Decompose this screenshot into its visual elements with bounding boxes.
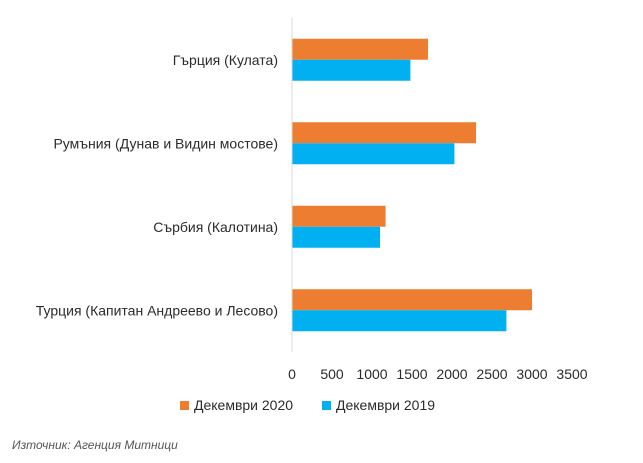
- bar-dec-2020-3: [292, 289, 532, 311]
- x-tick-label: 2000: [436, 366, 467, 382]
- bar-dec-2019-3: [292, 310, 507, 332]
- bar-dec-2020-0: [292, 38, 428, 60]
- category-label: Сърбия (Калотина): [153, 219, 278, 235]
- bar-dec-2019-2: [292, 226, 380, 248]
- bars-group: [292, 38, 532, 332]
- bar-dec-2019-0: [292, 59, 411, 81]
- x-tick-label: 3000: [516, 366, 547, 382]
- category-label: Гърция (Кулата): [173, 52, 278, 68]
- legend: Декември 2020 Декември 2019: [180, 397, 435, 413]
- category-label: Турция (Капитан Андреево и Лесово): [36, 302, 278, 318]
- x-tick-label: 1000: [356, 366, 387, 382]
- category-label: Румъния (Дунав и Видин мостове): [53, 135, 278, 151]
- bar-dec-2020-2: [292, 205, 386, 227]
- x-tick-label: 500: [320, 366, 344, 382]
- x-tick-label: 2500: [476, 366, 507, 382]
- legend-swatch: [180, 401, 189, 410]
- x-tick-label: 0: [288, 366, 296, 382]
- legend-swatch: [322, 401, 331, 410]
- bar-dec-2019-1: [292, 143, 455, 165]
- x-tick-label: 3500: [556, 366, 587, 382]
- x-tick-labels: 0 500 1000 1500 2000 2500 3000 3500: [288, 366, 588, 382]
- legend-item-2019: Декември 2019: [336, 397, 435, 413]
- legend-item-2020: Декември 2020: [194, 397, 293, 413]
- category-labels: Гърция (Кулата) Румъния (Дунав и Видин мо…: [36, 52, 278, 319]
- bar-dec-2020-1: [292, 122, 476, 144]
- x-tick-label: 1500: [396, 366, 427, 382]
- source-note: Източник: Агенция Митници: [12, 438, 178, 452]
